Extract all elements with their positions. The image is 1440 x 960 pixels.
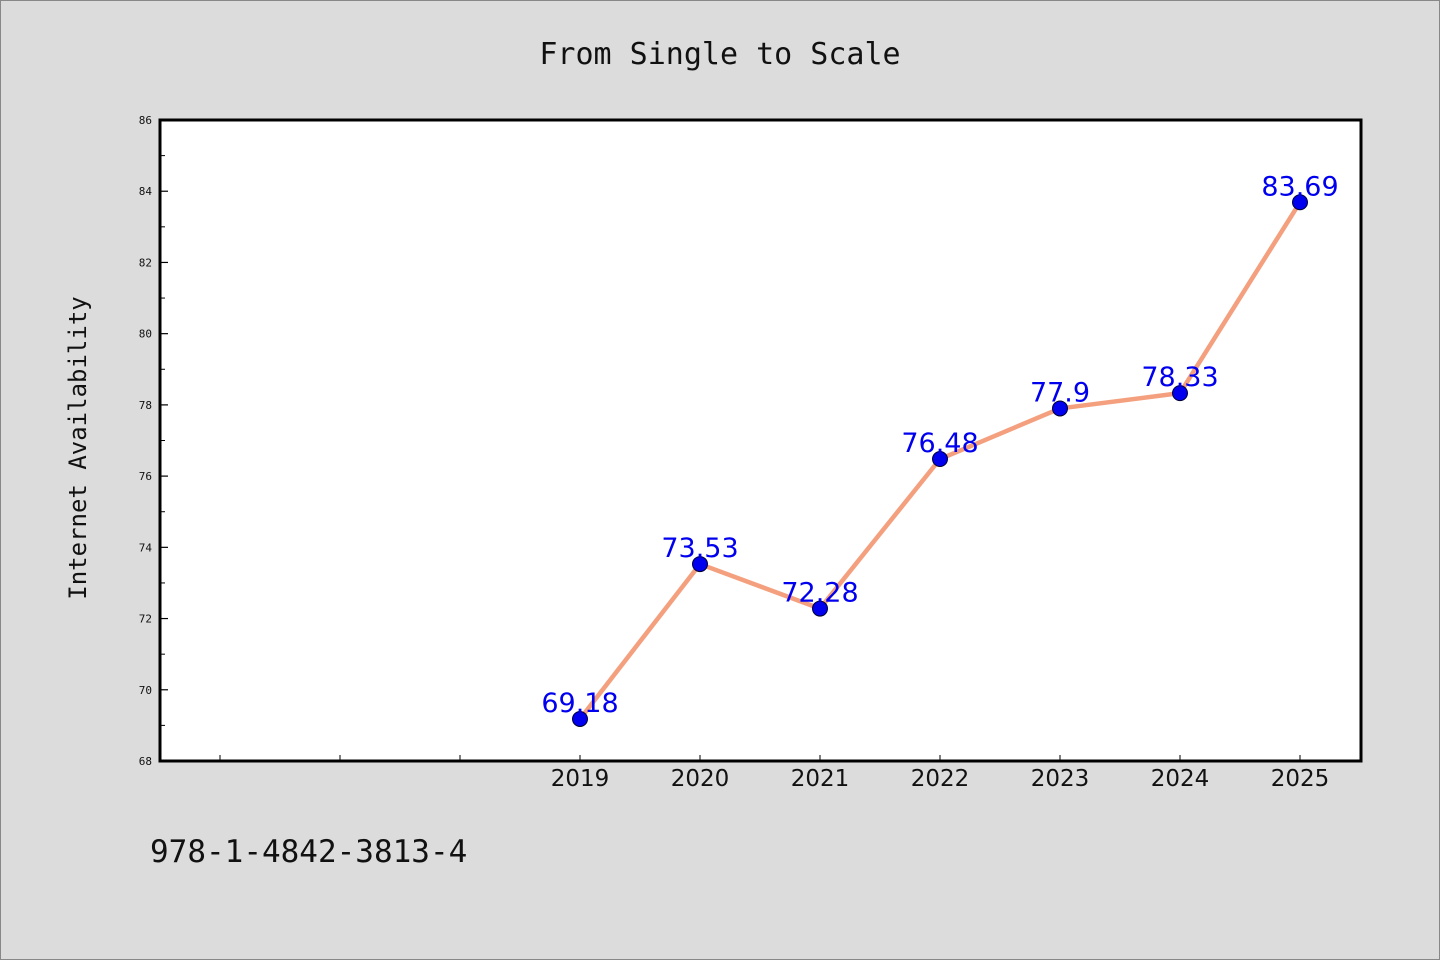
y-tick-label: 80: [139, 328, 152, 341]
data-point-marker: [1172, 385, 1188, 402]
data-point-marker: [572, 710, 588, 727]
x-tick-label: 2019: [551, 766, 610, 792]
data-label: 83.69: [1261, 171, 1338, 202]
x-tick-label: 2021: [791, 766, 850, 792]
x-tick-label: 2023: [1031, 766, 1090, 792]
footer-code: 978-1-4842-3813-4: [150, 834, 468, 870]
data-point-marker: [932, 451, 948, 468]
y-tick-label: 72: [139, 613, 152, 626]
data-point-marker: [812, 600, 828, 617]
plot-frame: [158, 118, 1363, 763]
y-tick-label: 82: [139, 256, 152, 269]
markers-group: [572, 194, 1308, 727]
data-labels-group: 69.18 73.53 72.28 76.48 77.9 78.33 83.69: [541, 171, 1338, 719]
data-point-marker: [692, 556, 708, 573]
data-label: 78.33: [1141, 362, 1218, 393]
data-label: 73.53: [661, 533, 738, 564]
data-point-marker: [1052, 400, 1068, 417]
y-axis-label: Internet Availability: [64, 296, 92, 599]
data-point-marker: [1292, 194, 1308, 211]
x-tick-label: 2024: [1151, 766, 1210, 792]
plot-area: [160, 120, 1361, 761]
data-label: 72.28: [781, 578, 858, 609]
y-tick-label: 68: [139, 755, 152, 768]
y-tick-label: 84: [139, 185, 153, 198]
y-tick-label: 78: [139, 399, 152, 412]
y-tick-label: 86: [139, 114, 152, 127]
y-tick-label: 74: [139, 541, 153, 554]
data-label: 76.48: [901, 428, 978, 459]
data-label: 69.18: [541, 688, 618, 719]
x-tick-label: 2022: [911, 766, 970, 792]
axes: 68 70 72 74 76 78 80 82 84 86 2019 2020 2021 2022 2023…: [139, 114, 1330, 792]
chart-title: From Single to Scale: [539, 37, 900, 72]
y-tick-label: 70: [139, 684, 152, 697]
x-tick-label: 2020: [671, 766, 730, 792]
x-tick-label: 2025: [1271, 766, 1330, 792]
y-tick-label: 76: [139, 470, 152, 483]
data-label: 77.9: [1030, 377, 1090, 408]
